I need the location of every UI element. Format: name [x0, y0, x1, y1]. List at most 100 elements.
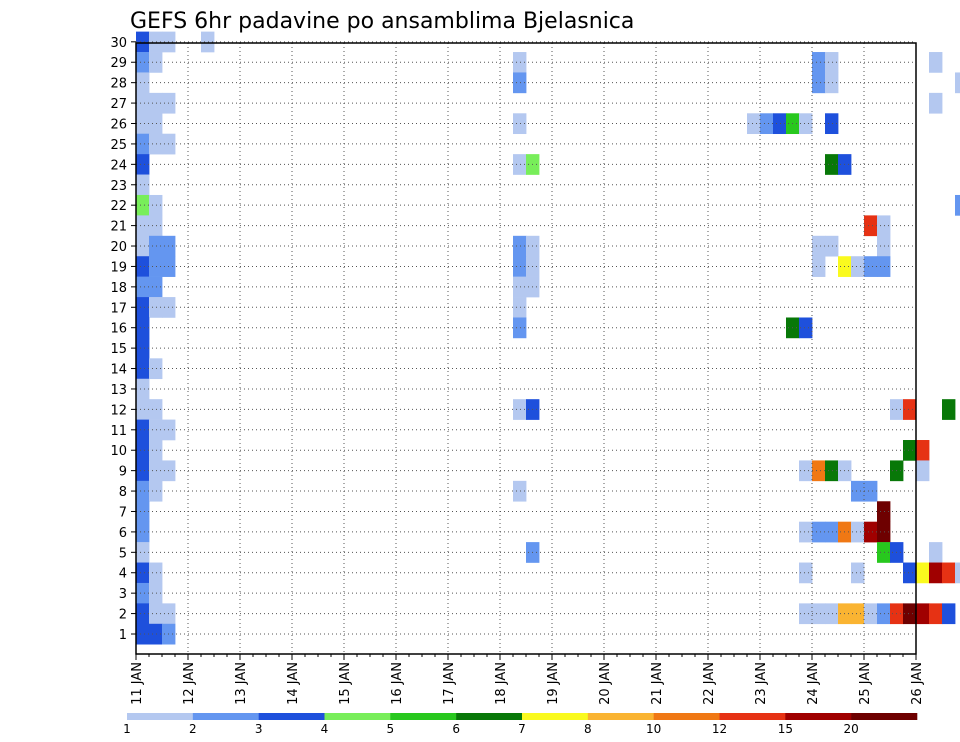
heatmap-cell — [149, 31, 163, 53]
heatmap-cell — [929, 52, 943, 73]
heatmap-cell — [513, 399, 527, 420]
colorbar-label: 3 — [255, 722, 263, 736]
colorbar-label: 20 — [844, 722, 859, 736]
heatmap-cell — [149, 194, 163, 216]
x-tick-label: 17 JAN — [442, 662, 457, 705]
y-tick-label: 22 — [110, 199, 127, 214]
heatmap-cell — [136, 92, 150, 114]
heatmap-cell — [864, 256, 878, 277]
y-tick-label: 20 — [110, 240, 127, 255]
heatmap-cell — [149, 92, 163, 114]
heatmap-cell — [812, 460, 826, 482]
heatmap-cell — [513, 480, 527, 502]
heatmap-cell — [136, 623, 150, 645]
heatmap-cell — [513, 52, 527, 73]
y-tick-label: 24 — [110, 158, 127, 173]
heatmap-cell — [149, 419, 163, 441]
heatmap-cell — [851, 562, 865, 584]
heatmap-cell — [136, 337, 150, 359]
heatmap-cell — [149, 399, 163, 420]
y-tick-label: 4 — [119, 567, 127, 582]
heatmap-cell — [916, 562, 930, 584]
heatmap-cell — [149, 440, 163, 461]
axis-ticks: 1234567891011121314151617181920212223242… — [110, 36, 925, 705]
y-tick-label: 21 — [110, 220, 127, 235]
x-tick-label: 11 JAN — [130, 662, 145, 705]
heatmap-cell — [877, 542, 891, 563]
heatmap-cell — [825, 603, 839, 625]
y-tick-label: 15 — [110, 342, 127, 357]
colorbar-segment — [258, 713, 325, 720]
colorbar-label: 5 — [387, 722, 395, 736]
heatmap-cell — [136, 256, 150, 277]
heatmap-cell — [903, 562, 917, 584]
x-tick-label: 13 JAN — [234, 662, 249, 705]
y-tick-label: 2 — [119, 608, 127, 623]
colorbar-segment — [653, 713, 720, 720]
heatmap-cell — [513, 276, 527, 298]
heatmap-cell — [136, 113, 150, 135]
y-tick-label: 14 — [110, 363, 127, 378]
heatmap-cell — [149, 235, 163, 257]
heatmap-cell — [149, 113, 163, 135]
colorbar: 1 2 3 4 5 6 7 8 10 12 15 20 — [123, 713, 918, 736]
heatmap-cell — [136, 358, 150, 380]
colorbar-segment — [390, 713, 457, 720]
heatmap-cell — [136, 603, 150, 625]
colorbar-label: 12 — [712, 722, 727, 736]
colorbar-label: 1 — [123, 722, 131, 736]
y-tick-label: 10 — [110, 444, 127, 459]
colorbar-segment — [456, 713, 523, 720]
heatmap-cell — [877, 603, 891, 625]
heatmap-cell — [149, 297, 163, 318]
y-tick-label: 8 — [119, 485, 127, 500]
heatmap-cell — [149, 460, 163, 482]
heatmap-cell — [136, 276, 150, 298]
heatmap-cell — [877, 521, 891, 543]
heatmap-cell — [864, 603, 878, 625]
x-tick-label: 12 JAN — [182, 662, 197, 705]
heatmap-cell — [513, 297, 527, 318]
x-tick-label: 23 JAN — [754, 662, 769, 705]
heatmap-cell — [136, 521, 150, 543]
x-tick-label: 18 JAN — [494, 662, 509, 705]
heatmap-cell — [136, 562, 150, 584]
heatmap-cell — [864, 215, 878, 237]
y-tick-label: 17 — [110, 301, 127, 316]
heatmap-cell — [851, 256, 865, 277]
heatmap-cell — [799, 460, 813, 482]
heatmap-cell — [877, 256, 891, 277]
heatmap-cell — [955, 194, 960, 216]
heatmap-cell — [136, 174, 150, 196]
heatmap-cell — [149, 480, 163, 502]
heatmap-cell — [864, 480, 878, 502]
heatmap-cell — [942, 562, 956, 584]
x-tick-label: 22 JAN — [702, 662, 717, 705]
heatmap-cell — [513, 317, 527, 339]
heatmap-cell — [812, 72, 826, 94]
heatmap-cell — [149, 52, 163, 73]
heatmap-cell — [513, 113, 527, 135]
heatmap-cell — [877, 235, 891, 257]
colorbar-label: 15 — [778, 722, 793, 736]
colorbar-label: 8 — [584, 722, 592, 736]
heatmap-cell — [916, 603, 930, 625]
heatmap-cell — [760, 113, 774, 135]
heatmap-cell — [916, 460, 930, 482]
y-tick-label: 1 — [119, 628, 127, 643]
heatmap-cell — [513, 72, 527, 94]
heatmap-cell — [149, 623, 163, 645]
y-tick-label: 16 — [110, 322, 127, 337]
y-tick-label: 9 — [119, 465, 127, 480]
heatmap-cell — [825, 154, 839, 175]
heatmap-cell — [916, 440, 930, 461]
heatmap-cell — [877, 215, 891, 237]
heatmap-cell — [149, 276, 163, 298]
heatmap-cell — [812, 235, 826, 257]
heatmap-cell — [825, 235, 839, 257]
heatmap-cell — [136, 154, 150, 175]
y-tick-label: 3 — [119, 587, 127, 602]
heatmap-cell — [136, 52, 150, 73]
y-tick-label: 23 — [110, 179, 127, 194]
